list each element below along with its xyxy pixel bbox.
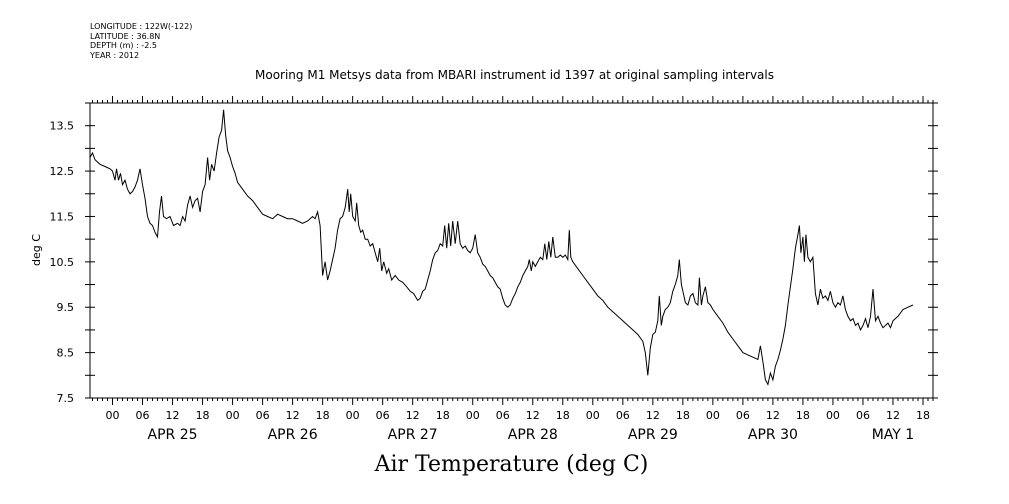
series-line (89, 109, 914, 386)
x-tick-label: 06 (136, 409, 150, 422)
x-tick-label: 12 (166, 409, 180, 422)
day-label: APR 28 (508, 427, 558, 443)
x-tick-label: 18 (436, 409, 450, 422)
y-tick-label: 11.5 (50, 210, 75, 223)
y-tick-label: 7.5 (57, 392, 75, 405)
x-tick-label: 00 (346, 409, 360, 422)
x-tick-label: 12 (766, 409, 780, 422)
x-tick-label: 18 (796, 409, 810, 422)
y-tick-label: 13.5 (50, 120, 75, 133)
day-label: APR 25 (148, 427, 198, 443)
x-axis-label: Air Temperature (deg C) (374, 452, 649, 477)
plot-frame (89, 102, 934, 399)
x-tick-label: 00 (466, 409, 480, 422)
axis-ticks (85, 96, 938, 405)
y-tick-label: 12.5 (50, 165, 75, 178)
x-tick-label: 12 (526, 409, 540, 422)
x-tick-label: 06 (376, 409, 390, 422)
x-tick-label: 12 (646, 409, 660, 422)
x-tick-label: 18 (916, 409, 930, 422)
x-tick-label: 18 (676, 409, 690, 422)
x-tick-label: 12 (886, 409, 900, 422)
x-tick-label: 18 (196, 409, 210, 422)
year-label: YEAR : 2012 (90, 50, 140, 60)
day-label: MAY 1 (872, 427, 914, 443)
y-axis-label: deg C (30, 234, 43, 266)
day-label: APR 26 (268, 427, 318, 443)
x-tick-label: 00 (826, 409, 840, 422)
x-tick-label: 18 (556, 409, 570, 422)
y-tick-label: 10.5 (50, 256, 75, 269)
longitude-label: LONGITUDE : 122W(-122) (90, 22, 193, 31)
day-label: APR 30 (748, 427, 798, 443)
day-label: APR 27 (388, 427, 438, 443)
station-metadata: LONGITUDE : 122W(-122) LATITUDE : 36.8N … (90, 22, 192, 60)
chart-title: Mooring M1 Metsys data from MBARI instru… (255, 68, 774, 82)
y-tick-label: 8.5 (57, 347, 75, 360)
depth-label: DEPTH (m) : -2.5 (90, 41, 157, 50)
x-tick-label: 06 (856, 409, 870, 422)
x-tick-label: 06 (256, 409, 270, 422)
x-tick-label: 00 (706, 409, 720, 422)
latitude-label: LATITUDE : 36.8N (90, 31, 161, 41)
x-tick-label: 06 (616, 409, 630, 422)
x-tick-label: 12 (286, 409, 300, 422)
x-tick-label: 18 (316, 409, 330, 422)
x-tick-label: 00 (226, 409, 240, 422)
x-tick-label: 00 (106, 409, 120, 422)
axis-labels: 7.5 8.5 9.5 10.5 11.5 12.5 13.5 00 06 12 18 00 06 12 1… (50, 120, 930, 443)
x-tick-label: 06 (736, 409, 750, 422)
day-label: APR 29 (628, 427, 678, 443)
x-tick-label: 00 (586, 409, 600, 422)
y-tick-label: 9.5 (57, 301, 75, 314)
x-tick-label: 06 (496, 409, 510, 422)
x-tick-label: 12 (406, 409, 420, 422)
